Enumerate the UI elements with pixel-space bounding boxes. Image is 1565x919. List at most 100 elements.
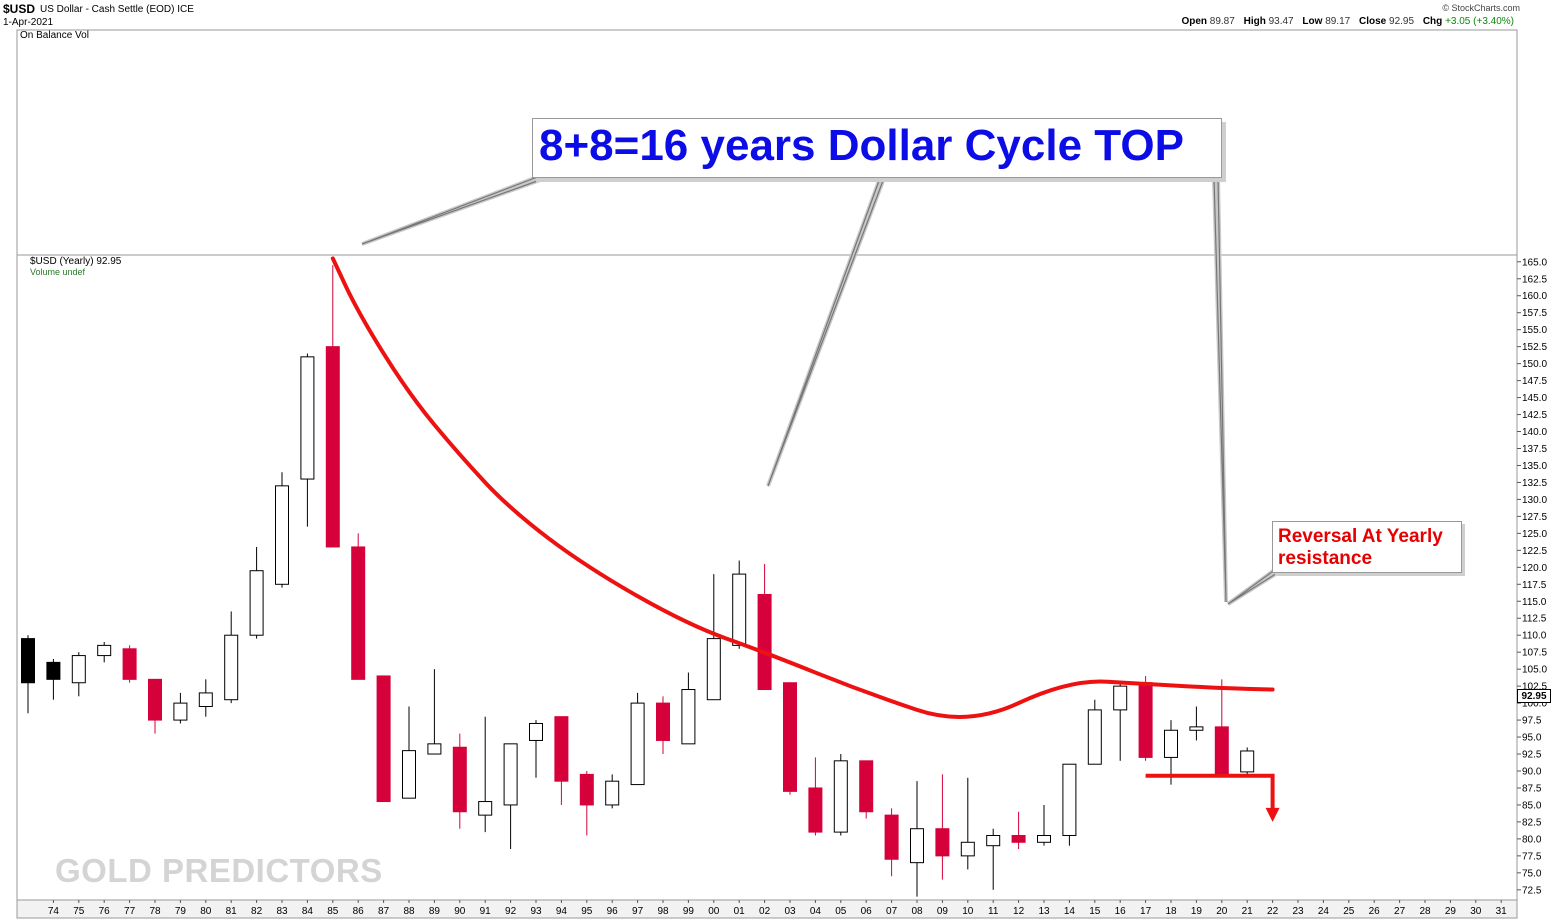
x-tick-label: 02: [759, 906, 771, 917]
candle-body: [71, 655, 86, 684]
candle-13: [1037, 804, 1051, 846]
candle-78: [148, 678, 162, 734]
x-tick-label: 04: [810, 906, 822, 917]
candle-body: [579, 773, 594, 806]
candle-body: [173, 702, 188, 721]
y-tick-label: 77.5: [1522, 851, 1542, 862]
candle-88: [402, 706, 416, 799]
candle-81: [224, 611, 239, 704]
y-tick-label: 155.0: [1522, 325, 1547, 336]
volume-label: Volume undef: [30, 267, 86, 277]
y-tick-label: 85.0: [1522, 800, 1542, 811]
y-tick-label: 92.5: [1522, 750, 1542, 761]
candle-body: [427, 743, 442, 755]
high-label: High: [1243, 16, 1266, 27]
candle-96: [605, 774, 620, 809]
reversal-callout: Reversal At Yearly resistance: [1272, 521, 1462, 573]
candle-74: [46, 658, 61, 700]
candle-83: [275, 472, 289, 588]
x-tick-label: 14: [1064, 906, 1076, 917]
candle-body: [452, 746, 467, 813]
x-tick-label: 97: [632, 906, 644, 917]
candle-07: [884, 808, 899, 877]
y-tick-label: 80.0: [1522, 834, 1542, 845]
candle-98: [656, 696, 670, 755]
x-tick-label: 75: [73, 906, 85, 917]
y-tick-label: 102.5: [1522, 682, 1547, 693]
x-tick-label: 28: [1419, 906, 1431, 917]
x-tick-label: 25: [1343, 906, 1355, 917]
candle-99: [681, 672, 696, 745]
candle-body: [529, 722, 543, 741]
y-tick-label: 105.0: [1522, 665, 1547, 676]
candle-73: [21, 635, 35, 714]
candle-body: [1138, 682, 1153, 758]
candle-97: [630, 692, 645, 786]
candle-body: [122, 648, 137, 680]
candle-15: [1087, 699, 1102, 765]
y-tick-label: 142.5: [1522, 410, 1547, 421]
candle-body: [757, 593, 772, 691]
x-axis-band: [16, 899, 1518, 919]
candle-body: [1037, 835, 1051, 843]
candle-body: [935, 828, 950, 857]
candle-89: [427, 669, 442, 755]
x-tick-label: 85: [327, 906, 339, 917]
callout-leader-02: [767, 177, 885, 487]
y-tick-label: 145.0: [1522, 393, 1547, 404]
candle-body: [1011, 835, 1026, 843]
x-tick-label: 16: [1115, 906, 1127, 917]
y-tick-label: 75.0: [1522, 868, 1542, 879]
y-tick-label: 90.0: [1522, 767, 1542, 778]
last-price-tag: 92.95: [1517, 689, 1551, 703]
chg-label: Chg: [1422, 16, 1443, 27]
y-tick-label: 117.5: [1522, 580, 1547, 591]
x-tick-label: 24: [1318, 906, 1330, 917]
top-pane-label: On Balance Vol: [20, 30, 89, 41]
y-tick-label: 135.0: [1522, 461, 1547, 472]
candle-04: [808, 757, 823, 836]
y-tick-label: 95.0: [1522, 733, 1542, 744]
candle-body: [960, 841, 975, 857]
candle-body: [630, 702, 645, 786]
close-label: Close: [1359, 16, 1387, 27]
down-arrow: [1265, 807, 1280, 822]
y-tick-label: 137.5: [1522, 444, 1547, 455]
y-tick-label: 87.5: [1522, 783, 1542, 794]
candle-05: [833, 754, 848, 836]
y-tick-label: 147.5: [1522, 376, 1547, 387]
candle-20: [1214, 679, 1229, 775]
candle-85: [325, 265, 340, 548]
x-tick-label: 10: [962, 906, 974, 917]
candle-body: [1113, 685, 1128, 711]
y-tick-label: 150.0: [1522, 359, 1547, 370]
y-tick-label: 72.5: [1522, 885, 1542, 896]
x-tick-label: 74: [48, 906, 60, 917]
y-tick-label: 97.5: [1522, 716, 1542, 727]
candle-86: [351, 533, 366, 680]
candle-body: [21, 638, 35, 684]
candle-body: [1189, 726, 1204, 731]
x-tick-label: 86: [353, 906, 365, 917]
y-tick-label: 160.0: [1522, 291, 1547, 302]
candle-body: [249, 570, 264, 636]
y-tick-label: 125.0: [1522, 529, 1547, 540]
callout-leader-85: [361, 175, 541, 245]
chart-date: 1-Apr-2021: [3, 17, 54, 28]
low-label: Low: [1302, 16, 1323, 27]
candle-16: [1113, 682, 1128, 761]
y-tick-label: 140.0: [1522, 427, 1547, 438]
candle-body: [1240, 750, 1255, 773]
candle-87: [376, 675, 391, 803]
symbol: $USD: [3, 2, 36, 16]
candle-body: [148, 678, 162, 721]
x-tick-label: 11: [988, 906, 999, 917]
candle-body: [275, 485, 289, 585]
y-tick-label: 127.5: [1522, 512, 1547, 523]
candle-body: [503, 743, 518, 806]
resistance-curve: [330, 256, 1275, 719]
y-tick-label: 110.0: [1522, 631, 1547, 642]
x-axis: 74 75 76 77 78 79 80 81 82 83 84 85 86 87 88 89 90 91 92 93…: [48, 900, 1507, 917]
candle-10: [960, 777, 975, 870]
x-tick-label: 94: [556, 906, 568, 917]
